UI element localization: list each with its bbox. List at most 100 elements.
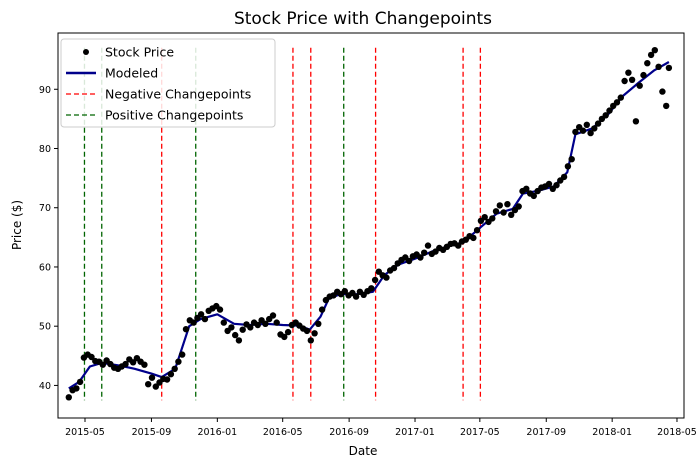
- stock-price-point: [632, 118, 640, 125]
- stock-price-point: [284, 328, 292, 336]
- stock-price-point: [621, 77, 628, 85]
- stock-price-point: [636, 82, 643, 89]
- stock-price-point: [163, 376, 171, 383]
- stock-price-point: [235, 337, 243, 344]
- stock-price-point: [496, 202, 503, 209]
- legend: Stock Price Modeled Negative Changepoint…: [60, 38, 276, 128]
- x-tick-label: 2016-09: [329, 427, 369, 438]
- stock-price-point: [473, 227, 481, 234]
- stock-price-point: [647, 51, 655, 59]
- stock-price-point: [602, 112, 609, 119]
- stock-price-point: [307, 337, 314, 344]
- stock-price-point: [99, 361, 107, 368]
- stock-price-point: [663, 102, 670, 110]
- stock-price-point: [190, 319, 197, 326]
- stock-price-point: [182, 326, 190, 333]
- legend-marker-stock-price: [83, 49, 89, 55]
- stock-price-point: [644, 60, 651, 67]
- stock-price-point: [515, 203, 522, 210]
- x-tick-label: 2017-01: [395, 427, 435, 438]
- stock-price-point: [76, 378, 84, 386]
- legend-label-stock-price: Stock Price: [105, 45, 174, 60]
- stock-price-point: [152, 383, 159, 390]
- stock-price-point: [587, 129, 594, 137]
- y-tick-label: 60: [39, 262, 51, 273]
- plot-frame: [57, 32, 685, 419]
- stock-price-point: [262, 320, 269, 327]
- x-tick-label: 2017-09: [526, 427, 566, 438]
- stock-price-series: [65, 47, 673, 401]
- stock-price-point: [273, 319, 280, 326]
- stock-price-point: [492, 208, 500, 215]
- stock-price-point: [148, 374, 156, 381]
- stock-price-point: [500, 209, 507, 216]
- stock-price-point: [470, 234, 477, 242]
- x-axis: 2015-05 2015-09 2016-01 2016-05 2016-09 2017-…: [65, 418, 696, 438]
- legend-label-modeled: Modeled: [105, 66, 158, 81]
- chart-title: Stock Price with Changepoints: [234, 9, 492, 29]
- stock-price-point: [315, 320, 322, 327]
- stock-price-point: [560, 173, 568, 181]
- y-axis-label: Price ($): [10, 200, 24, 250]
- stock-price-point: [129, 359, 137, 366]
- stock-price-point: [583, 121, 590, 128]
- stock-price-point: [481, 214, 488, 221]
- stock-price-point: [201, 315, 209, 323]
- stock-price-point: [179, 351, 186, 358]
- stock-price-point: [220, 319, 227, 326]
- stock-price-point: [228, 324, 235, 331]
- y-tick-label: 70: [39, 203, 51, 214]
- stock-price-point: [564, 163, 572, 170]
- stock-price-point: [171, 365, 178, 372]
- stock-price-point: [122, 360, 129, 368]
- stock-price-point: [390, 264, 398, 272]
- stock-price-point: [405, 257, 413, 265]
- stock-price-point: [628, 76, 636, 84]
- stock-price-point: [625, 69, 632, 76]
- stock-price-point: [311, 330, 318, 337]
- y-axis: 40 50 60 70 80 90: [39, 85, 58, 392]
- stock-price-point: [341, 288, 348, 295]
- stock-price-point: [640, 71, 647, 79]
- stock-price-point: [606, 107, 613, 114]
- x-tick-label: 2016-01: [197, 427, 237, 438]
- legend-label-positive: Positive Changepoints: [105, 108, 243, 123]
- stock-price-point: [659, 88, 666, 95]
- stock-price-point: [421, 249, 428, 256]
- stock-price-point: [617, 94, 624, 101]
- stock-price-point: [247, 324, 254, 331]
- stock-price-point: [489, 215, 496, 222]
- stock-price-point: [232, 331, 239, 339]
- stock-price-point: [383, 274, 390, 281]
- stock-price-point: [254, 321, 261, 329]
- stock-price-point: [545, 180, 553, 188]
- stock-price-point: [239, 326, 246, 333]
- stock-price-point: [281, 333, 288, 341]
- y-tick-label: 50: [39, 322, 51, 333]
- stock-price-point: [613, 99, 621, 106]
- stock-price-point: [655, 63, 662, 70]
- stock-price-point: [145, 381, 152, 388]
- x-axis-label: Date: [349, 444, 378, 458]
- stock-price-point: [424, 242, 432, 249]
- stock-price-point: [594, 120, 602, 127]
- stock-price-point: [504, 201, 511, 208]
- stock-price-point: [197, 311, 205, 318]
- x-tick-label: 2017-05: [460, 427, 500, 438]
- x-tick-label: 2015-05: [65, 427, 105, 438]
- stock-price-point: [651, 47, 658, 54]
- stock-price-point: [352, 293, 360, 300]
- stock-price-point: [572, 128, 579, 136]
- stock-price-point: [508, 211, 515, 218]
- stock-price-point: [591, 125, 598, 132]
- stock-price-point: [417, 254, 424, 261]
- x-tick-label: 2018-01: [592, 427, 632, 438]
- legend-box: [60, 38, 276, 128]
- stock-price-point: [371, 276, 379, 284]
- stock-price-point: [368, 285, 375, 292]
- y-tick-label: 80: [39, 144, 51, 155]
- stock-price-point: [73, 385, 80, 392]
- stock-price-point: [568, 156, 575, 163]
- y-tick-label: 40: [39, 381, 51, 392]
- x-tick-label: 2016-05: [263, 427, 303, 438]
